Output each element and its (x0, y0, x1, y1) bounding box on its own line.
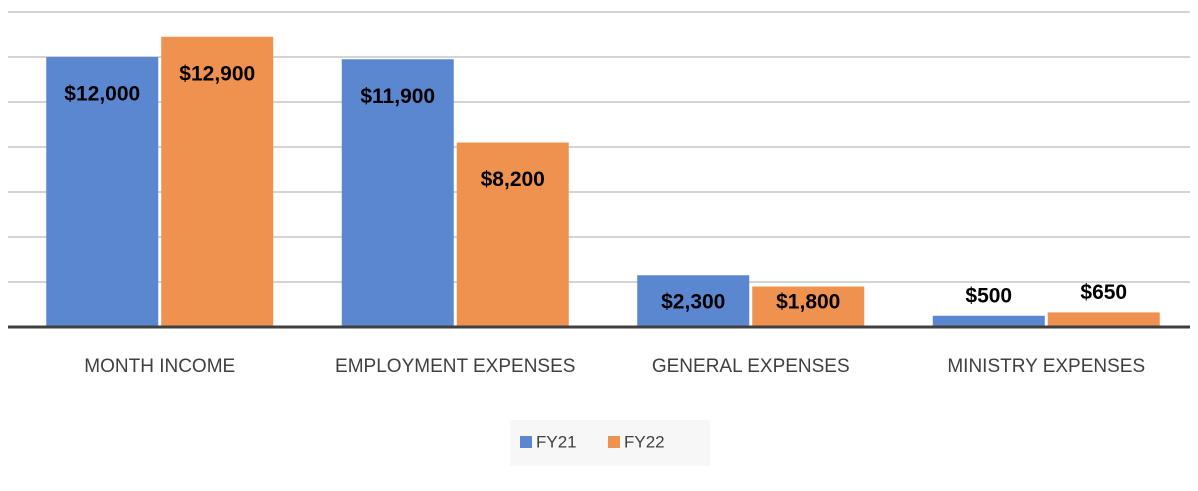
x-tick-label: MINISTRY EXPENSES (947, 356, 1145, 377)
legend-swatch (520, 436, 532, 448)
legend-label: FY21 (536, 432, 577, 451)
x-tick-label: MONTH INCOME (84, 356, 235, 377)
data-label: $8,200 (481, 168, 545, 191)
bar (161, 36, 274, 327)
x-tick-label: GENERAL EXPENSES (652, 356, 850, 377)
data-label: $650 (1080, 281, 1127, 304)
data-label: $2,300 (661, 291, 725, 314)
data-label: $12,000 (64, 83, 140, 106)
x-tick-label: EMPLOYMENT EXPENSES (335, 356, 575, 377)
bar (46, 57, 159, 327)
legend-swatch (608, 436, 620, 448)
data-label: $12,900 (179, 62, 255, 85)
bar (341, 59, 454, 327)
legend-label: FY22 (624, 432, 665, 451)
bar (752, 286, 865, 327)
data-label: $11,900 (360, 85, 435, 108)
data-label: $1,800 (776, 291, 840, 314)
bar (932, 315, 1045, 327)
bar (1047, 312, 1160, 327)
data-label: $500 (965, 284, 1012, 307)
bar (456, 142, 569, 327)
bar (637, 275, 750, 327)
